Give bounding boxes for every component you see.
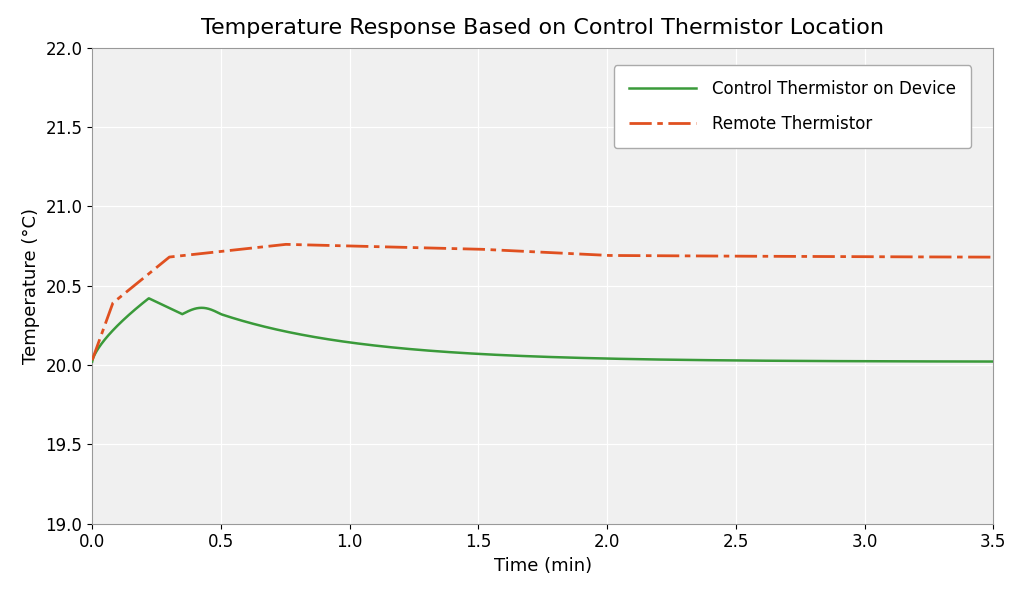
- Control Thermistor on Device: [86, 358, 98, 365]
- Control Thermistor on Device: [142, 295, 155, 302]
- Remote Thermistor: [471, 246, 483, 253]
- Y-axis label: Temperature (°C): Temperature (°C): [22, 208, 40, 364]
- Remote Thermistor: [872, 253, 885, 261]
- Control Thermistor on Device: [987, 358, 999, 365]
- Line: Control Thermistor on Device: Control Thermistor on Device: [92, 298, 993, 362]
- Legend: Control Thermistor on Device, Remote Thermistor: Control Thermistor on Device, Remote The…: [614, 65, 972, 148]
- Remote Thermistor: [280, 241, 292, 248]
- Remote Thermistor: [188, 250, 201, 258]
- Remote Thermistor: [970, 253, 982, 261]
- Control Thermistor on Device: [432, 347, 444, 355]
- X-axis label: Time (min): Time (min): [494, 557, 592, 575]
- Control Thermistor on Device: [243, 319, 255, 326]
- Title: Temperature Response Based on Control Thermistor Location: Temperature Response Based on Control Th…: [202, 18, 884, 37]
- Remote Thermistor: [86, 356, 98, 364]
- Control Thermistor on Device: [872, 358, 885, 365]
- Control Thermistor on Device: [471, 350, 483, 358]
- Remote Thermistor: [987, 253, 999, 261]
- Line: Remote Thermistor: Remote Thermistor: [92, 245, 993, 360]
- Remote Thermistor: [432, 245, 444, 252]
- Remote Thermistor: [243, 245, 255, 252]
- Control Thermistor on Device: [970, 358, 982, 365]
- Control Thermistor on Device: [189, 305, 202, 312]
